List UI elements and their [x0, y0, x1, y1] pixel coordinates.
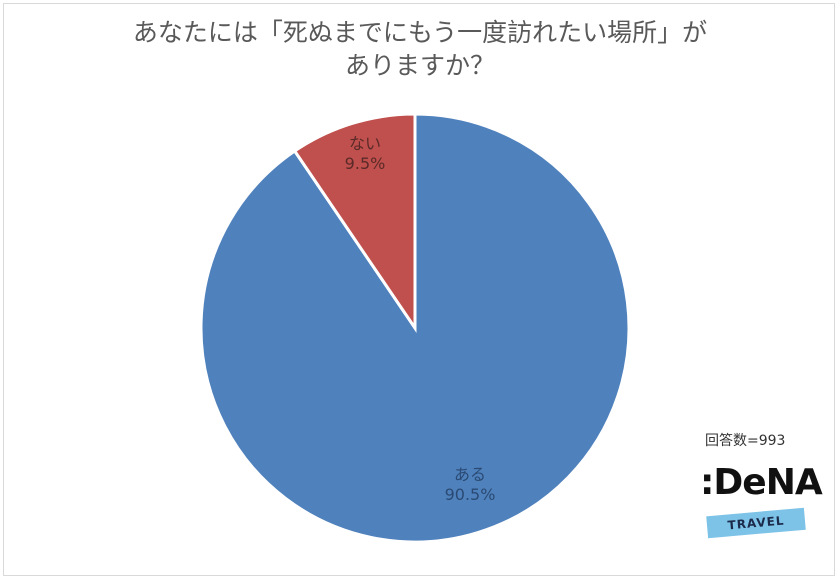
logo-wordmark: :DeNA	[700, 462, 823, 503]
pie-slice-no	[292, 112, 417, 333]
dena-travel-logo: :DeNA TRAVEL	[700, 462, 823, 542]
data-label-no-value: 9.5%	[344, 154, 386, 173]
data-label-yes-name: ある	[453, 465, 486, 484]
data-label-yes-value: 90.5%	[444, 485, 496, 504]
data-label-yes: ある 90.5%	[430, 465, 510, 505]
data-label-no: ない 9.5%	[330, 134, 400, 174]
logo-subtext: TRAVEL	[726, 513, 786, 533]
logo-band: TRAVEL	[706, 507, 806, 539]
chart-title-line2: ありますか？	[344, 51, 495, 80]
data-label-no-name: ない	[348, 134, 381, 153]
chart-title: あなたには「死ぬまでにもう一度訪れたい場所」が ありますか？	[0, 16, 840, 82]
chart-title-line1: あなたには「死ぬまでにもう一度訪れたい場所」が	[132, 18, 708, 47]
respondent-count: 回答数=993	[705, 433, 786, 449]
